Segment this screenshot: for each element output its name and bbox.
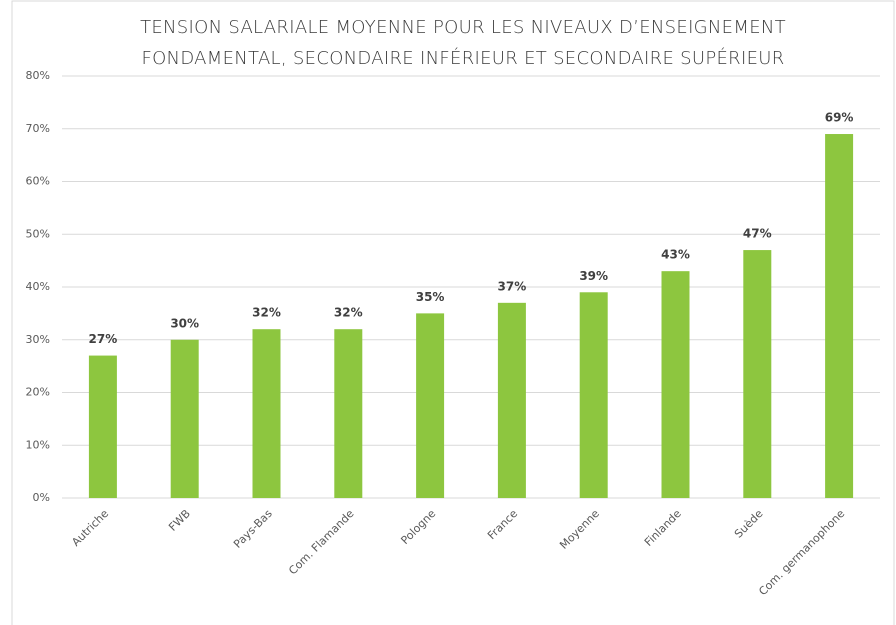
x-tick-label: Suède [732,507,766,541]
bar [825,134,854,498]
x-tick-label: Pologne [398,507,438,547]
value-label: 47% [743,227,772,241]
bar [416,313,445,498]
value-label: 27% [89,332,118,346]
value-label: 35% [416,290,445,304]
x-tick-label: FWB [166,507,193,534]
y-tick-label: 40% [26,280,50,293]
bar [497,302,526,498]
x-tick-label: Com. Flamande [286,507,356,577]
x-tick-label: France [485,507,520,542]
chart-border [11,0,895,625]
bar [743,250,772,498]
bar [170,339,199,498]
y-tick-label: 80% [26,69,50,82]
bar [88,355,117,498]
value-label: 37% [498,279,527,293]
y-tick-label: 20% [26,386,50,399]
value-label: 69% [825,111,854,125]
x-tick-label: Pays-Bas [231,507,275,551]
value-label: 43% [661,248,690,262]
value-label: 39% [579,269,608,283]
bar [661,271,690,498]
x-tick-label: Com. germanophone [756,507,847,598]
x-tick-label: Autriche [69,507,111,549]
y-tick-label: 70% [26,122,50,135]
y-tick-label: 10% [26,438,50,451]
value-label: 32% [334,306,363,320]
bar [579,292,608,498]
chart-title: TENSION SALARIALE MOYENNE POUR LES NIVEA… [140,17,786,38]
x-tick-label: Finlande [642,507,684,549]
value-label: 32% [252,306,281,320]
x-tick-label: Moyenne [557,507,602,552]
chart-title: FONDAMENTAL, SECONDAIRE INFÉRIEUR ET SEC… [141,47,784,69]
y-tick-label: 0% [33,491,50,504]
y-tick-label: 60% [26,175,50,188]
bar [334,329,363,498]
value-label: 30% [170,316,199,330]
y-tick-label: 30% [26,333,50,346]
bar [252,329,281,498]
y-tick-label: 50% [26,227,50,240]
